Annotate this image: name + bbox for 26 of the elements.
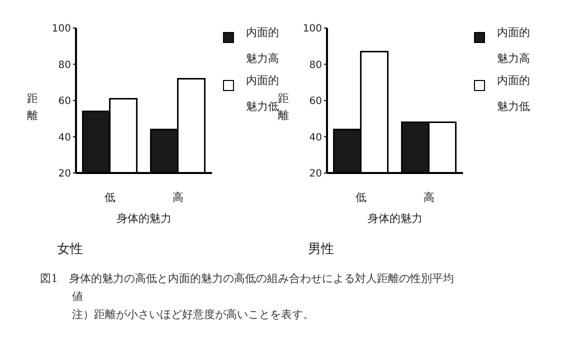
x-tick-label: 低 — [104, 190, 116, 204]
text: 男性 — [308, 241, 334, 258]
text: 注）距離が小さいほど好意度が高いことを表す。 — [71, 307, 315, 323]
x-tick-label: 高 — [172, 190, 184, 204]
legend-label: 内面的魅力低 — [497, 73, 531, 115]
x-tick-label: 高 — [424, 190, 434, 204]
y-tick-label: 60 — [58, 96, 71, 108]
y-tick-label: 40 — [58, 132, 71, 144]
legend-label: 内面的魅力低 — [246, 73, 279, 113]
y-tick-label: 20 — [309, 168, 322, 180]
x-axis-title: 身体的魅力 — [368, 212, 422, 225]
legend-label: 内面的魅力高 — [497, 25, 531, 67]
x-axis-title: 身体的魅力 — [116, 212, 172, 225]
y-tick-label: 100 — [302, 24, 322, 35]
caption: 図1 身体的魅力の高低と内面的魅力の高低の組み合わせによる対人距離の性別平均値 — [40, 271, 455, 305]
x-tick-label: 低 — [356, 190, 366, 204]
y-tick-label: 100 — [52, 24, 71, 35]
y-tick-label: 20 — [58, 168, 71, 180]
y-tick-label: 40 — [309, 132, 322, 144]
y-tick-label: 80 — [309, 60, 322, 71]
text: 女性 — [57, 241, 83, 258]
y-axis-title: 距離 — [27, 91, 39, 124]
legend-label: 内面的魅力高 — [246, 25, 280, 67]
y-tick-label: 80 — [58, 60, 71, 71]
y-axis-title: 距離 — [278, 91, 290, 124]
y-tick-label: 60 — [309, 96, 322, 108]
